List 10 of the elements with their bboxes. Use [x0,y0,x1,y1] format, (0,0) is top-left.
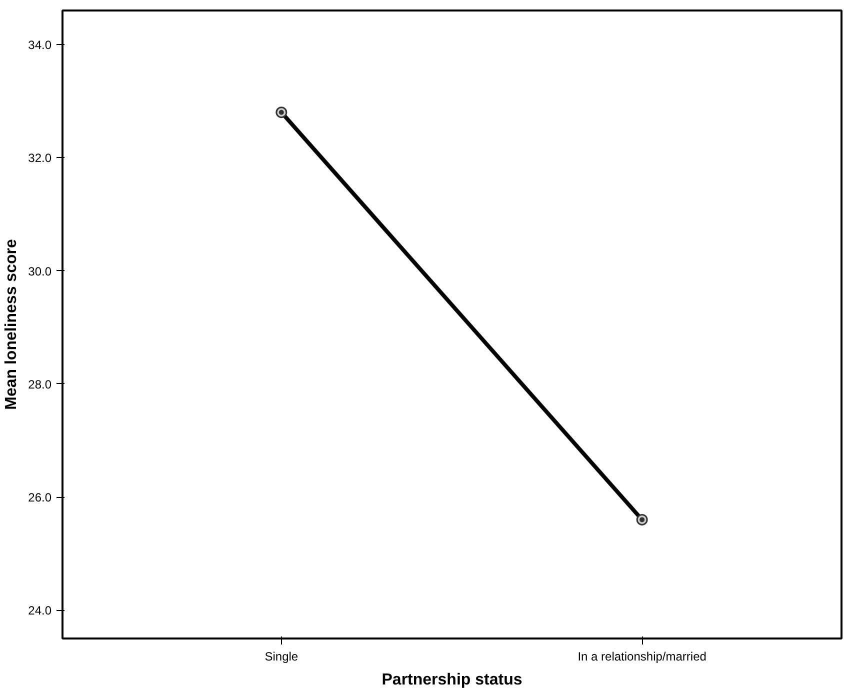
y-tick-label: 28.0 [28,377,52,392]
x-tick-label: Single [264,650,298,664]
y-tick-label: 30.0 [28,264,52,278]
x-axis-title: Partnership status [382,672,522,688]
y-tick-label: 34.0 [28,38,52,52]
y-axis-title: Mean loneliness score [3,239,20,410]
x-tick-label: In a relationship/married [578,650,706,664]
y-tick-label: 24.0 [28,604,52,618]
y-tick-label: 26.0 [28,490,52,505]
y-tick-label: 32.0 [28,151,52,166]
